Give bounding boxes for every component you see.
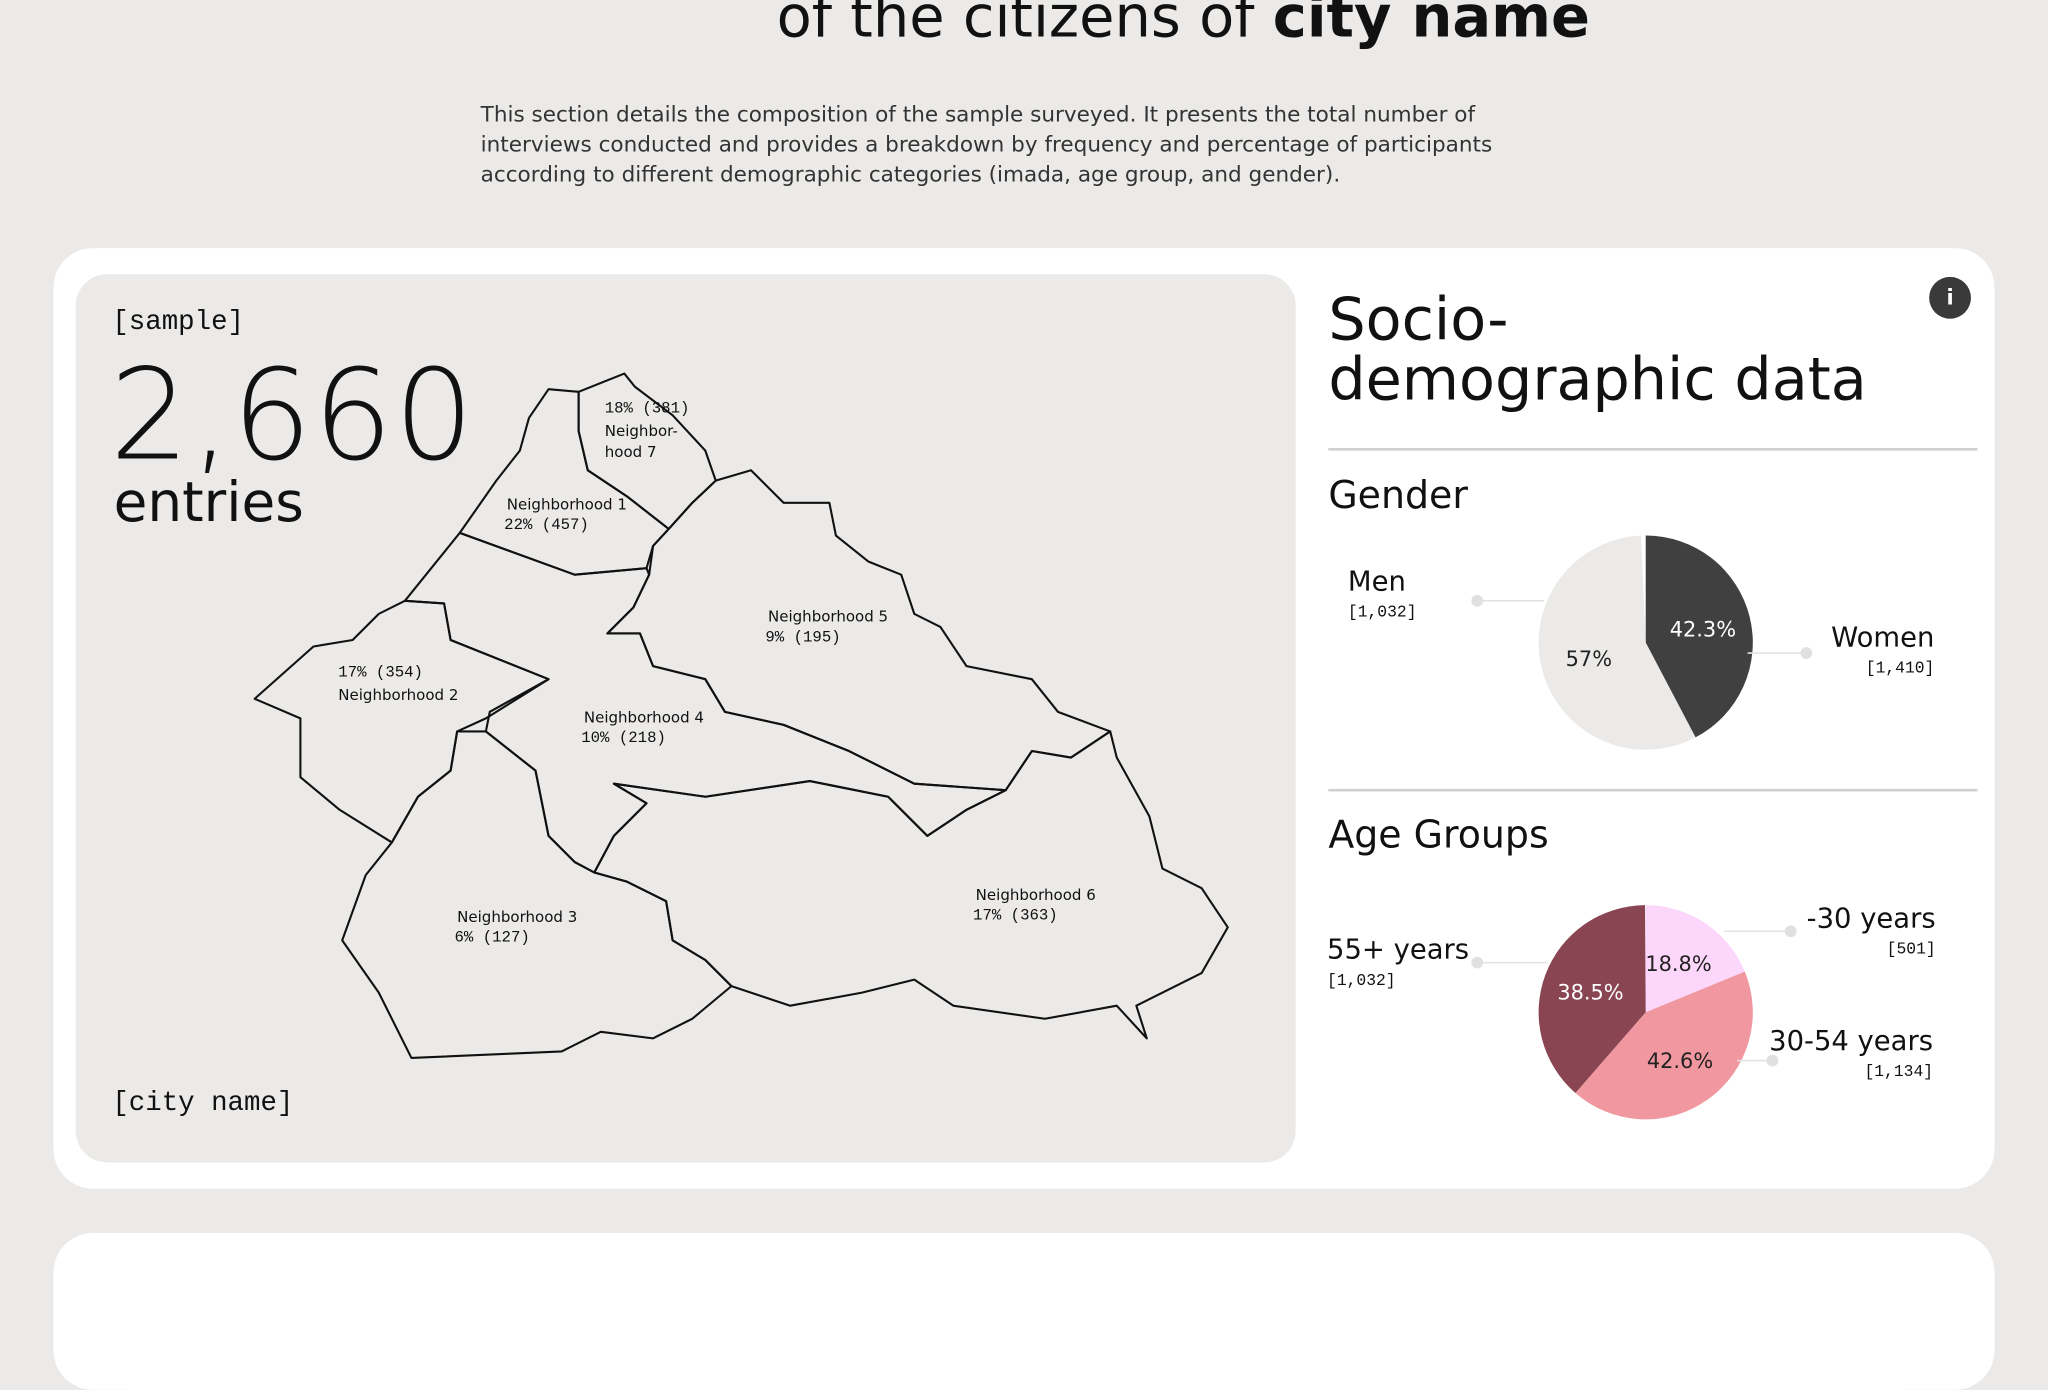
- pie-slice: [1575, 971, 1753, 1120]
- pie-slice: [1538, 905, 1646, 1094]
- chart-title: Gender: [1328, 472, 1468, 518]
- neighborhood-share: 9% (195): [765, 628, 841, 647]
- leader-dot: [1784, 925, 1797, 938]
- legend-count: [1,134]: [1864, 1063, 1934, 1082]
- city-label: [city name]: [112, 1089, 294, 1120]
- info-button[interactable]: i: [1929, 276, 1971, 319]
- leader-dot: [1471, 594, 1484, 607]
- neighborhood-share: 17% (354): [338, 663, 423, 682]
- leader-dot: [1766, 1054, 1779, 1067]
- map-panel: [75, 274, 1296, 1163]
- neighborhood-share: 6% (127): [454, 928, 530, 947]
- leader-dot: [1800, 647, 1813, 659]
- panel-title: Socio- demographic data: [1328, 284, 1867, 415]
- slice-label: 42.3%: [1670, 617, 1736, 641]
- neighborhood-shape: [593, 730, 1229, 1040]
- sample-unit: entries: [113, 470, 304, 535]
- legend-label: 30-54 years: [1769, 1025, 1934, 1057]
- legend-count: [1,032]: [1347, 603, 1417, 622]
- sample-label: [sample]: [112, 308, 245, 339]
- pie-slice: [1645, 535, 1753, 738]
- title-lead: of the citizens of: [776, 0, 1255, 51]
- map: [253, 372, 1229, 1060]
- neighborhood-share: 18% (381): [604, 399, 690, 418]
- page-title: of the citizens of city name: [0, 0, 2048, 51]
- legend-count: [501]: [1886, 940, 1936, 959]
- divider: [1328, 788, 1978, 792]
- pie-charts: 42.3% 57% 18.8% 42.6% 38.5%: [1471, 535, 1813, 1120]
- pie-slice: [1645, 905, 1745, 1013]
- title-city: city name: [1272, 0, 1591, 51]
- panel-title-line: Socio-: [1328, 284, 1509, 354]
- neighborhood-name: Neighbor-hood 7: [604, 421, 678, 462]
- slice-label: 18.8%: [1645, 952, 1711, 976]
- legend-count: [1,410]: [1865, 659, 1935, 678]
- neighborhood-share: 10% (218): [581, 728, 666, 748]
- sample-count: 2,660: [109, 342, 476, 489]
- pie-slice: [1538, 535, 1696, 750]
- chart-title: Age Groups: [1328, 812, 1549, 857]
- slice-label: 42.6%: [1647, 1049, 1713, 1073]
- divider: [1328, 447, 1978, 451]
- neighborhood-name: Neighborhood 4: [583, 707, 704, 727]
- legend-label: Men: [1347, 565, 1406, 597]
- slice-label: 57%: [1566, 647, 1612, 671]
- neighborhood-name: Neighborhood 1: [506, 495, 627, 514]
- slice-label: 38.5%: [1557, 981, 1623, 1005]
- legend-label: Women: [1831, 621, 1935, 654]
- legend-label: 55+ years: [1327, 933, 1470, 966]
- legend-count: [1,032]: [1327, 971, 1396, 991]
- neighborhood-name: Neighborhood 2: [338, 685, 459, 704]
- description: This section details the composition of …: [480, 101, 1493, 187]
- neighborhood-name: Neighborhood 5: [767, 607, 889, 626]
- panel-title-line: demographic data: [1328, 344, 1867, 415]
- neighborhood-name: Neighborhood 3: [457, 907, 578, 927]
- neighborhood-share: 17% (363): [973, 906, 1058, 925]
- neighborhood-name: Neighborhood 6: [975, 885, 1096, 904]
- leader-dot: [1471, 956, 1484, 969]
- neighborhood-share: 22% (457): [504, 515, 589, 535]
- legend-label: -30 years: [1806, 902, 1936, 934]
